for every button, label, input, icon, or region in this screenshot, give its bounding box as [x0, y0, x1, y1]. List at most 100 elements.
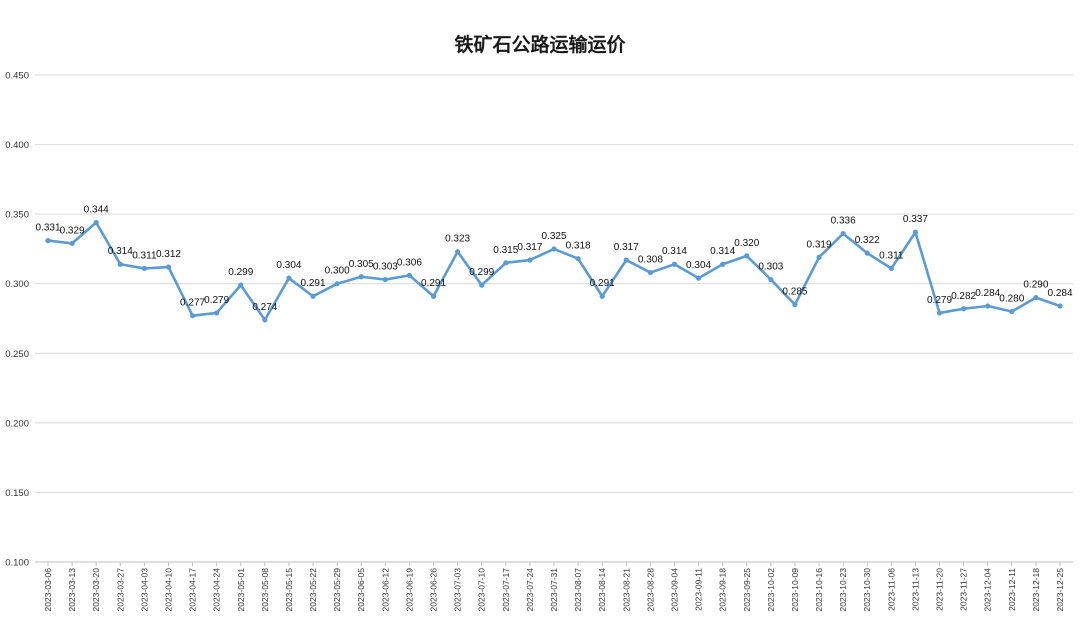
x-tick-label: 2023-09-11: [694, 568, 704, 611]
data-label: 0.304: [686, 260, 711, 271]
data-label: 0.337: [903, 214, 928, 225]
x-tick-label: 2023-07-03: [453, 568, 463, 612]
data-point: [334, 281, 340, 287]
data-label: 0.306: [397, 257, 422, 268]
y-tick-label: 0.250: [5, 349, 29, 360]
data-point: [189, 313, 196, 319]
x-tick-label: 2023-04-24: [212, 568, 222, 612]
x-tick-label: 2023-08-14: [597, 568, 607, 612]
x-tick-label: 2023-10-16: [814, 568, 824, 612]
data-point: [623, 257, 629, 263]
data-label: 0.279: [204, 295, 229, 306]
data-label: 0.318: [566, 241, 591, 252]
data-point: [479, 282, 485, 288]
x-tick-label: 2023-06-19: [404, 568, 414, 612]
data-label: 0.279: [927, 295, 952, 306]
data-point: [1033, 295, 1039, 301]
data-label: 0.291: [421, 278, 446, 289]
data-label: 0.336: [831, 216, 856, 227]
data-label: 0.311: [132, 250, 157, 261]
data-point: [864, 250, 870, 256]
x-tick-label: 2023-12-18: [1031, 568, 1041, 612]
data-label: 0.329: [60, 225, 85, 236]
data-label: 0.299: [228, 267, 253, 278]
data-label: 0.315: [493, 245, 518, 256]
data-point: [1057, 303, 1063, 309]
data-label: 0.312: [156, 249, 181, 260]
data-label: 0.344: [84, 204, 109, 215]
data-point: [816, 254, 822, 260]
y-tick-label: 0.350: [5, 210, 29, 221]
data-point: [93, 219, 99, 226]
x-tick-label: 2023-08-07: [573, 568, 583, 612]
data-label: 0.282: [951, 291, 976, 302]
x-tick-label: 2023-12-25: [1055, 568, 1065, 612]
x-tick-label: 2023-04-10: [163, 568, 173, 612]
data-point: [961, 306, 967, 312]
data-point: [744, 253, 750, 259]
y-tick-label: 0.150: [5, 488, 29, 499]
x-tick-label: 2023-10-30: [862, 568, 872, 612]
data-point: [888, 265, 894, 272]
data-label: 0.331: [35, 223, 60, 234]
data-point: [214, 310, 220, 316]
y-tick-label: 0.400: [5, 140, 29, 151]
data-label: 0.308: [638, 255, 663, 266]
x-tick-label: 2023-12-11: [1007, 568, 1017, 611]
x-tick-label: 2023-05-01: [236, 568, 246, 612]
x-tick-label: 2023-03-27: [115, 568, 125, 612]
x-tick-label: 2023-03-13: [67, 568, 77, 612]
data-point: [45, 237, 51, 244]
data-point: [768, 276, 774, 283]
y-tick-label: 0.200: [5, 418, 29, 429]
x-tick-label: 2023-12-04: [983, 568, 993, 612]
data-point: [840, 231, 846, 237]
data-label: 0.299: [469, 267, 494, 278]
data-label: 0.291: [590, 278, 615, 289]
x-tick-label: 2023-07-17: [501, 568, 511, 612]
data-label: 0.325: [541, 231, 566, 242]
data-label: 0.274: [252, 302, 277, 313]
data-label: 0.284: [975, 288, 1000, 299]
x-tick-label: 2023-09-18: [718, 568, 728, 612]
data-point: [310, 293, 316, 299]
data-point: [238, 282, 244, 288]
x-tick-label: 2023-09-25: [742, 568, 752, 612]
x-tick-label: 2023-08-21: [621, 568, 631, 612]
data-label: 0.303: [373, 262, 398, 273]
data-label: 0.317: [517, 242, 542, 253]
x-tick-label: 2023-07-10: [477, 568, 487, 612]
data-label: 0.300: [325, 266, 350, 277]
data-point: [406, 272, 413, 278]
data-point: [430, 293, 437, 299]
gridlines: [35, 74, 1073, 563]
x-tick-label: 2023-10-09: [790, 568, 800, 612]
data-point: [720, 261, 726, 267]
data-point: [286, 275, 292, 281]
x-tick-label: 2023-07-31: [549, 568, 559, 612]
x-tick-label: 2023-11-20: [935, 568, 945, 611]
x-tick-label: 2023-06-05: [356, 568, 366, 612]
data-point: [647, 269, 653, 276]
data-points: [45, 219, 1063, 323]
data-label: 0.314: [108, 246, 133, 257]
data-point: [1009, 308, 1015, 315]
data-point: [936, 310, 943, 316]
x-tick-label: 2023-06-12: [380, 568, 390, 612]
data-label: 0.319: [807, 239, 832, 250]
data-point: [695, 275, 702, 281]
x-tick-label: 2023-10-23: [838, 568, 848, 612]
x-tick-label: 2023-11-06: [886, 568, 896, 611]
data-label: 0.317: [614, 242, 639, 253]
x-tick-label: 2023-05-08: [260, 568, 270, 612]
data-point: [671, 261, 678, 267]
data-point: [792, 301, 798, 308]
data-point: [599, 293, 605, 299]
data-label: 0.304: [276, 260, 301, 271]
x-tick-label: 2023-04-17: [188, 568, 198, 612]
x-tick-label: 2023-05-29: [332, 568, 342, 612]
x-tick-label: 2023-11-13: [910, 568, 920, 611]
data-point: [141, 265, 147, 272]
data-label: 0.314: [710, 246, 735, 257]
data-point: [575, 256, 581, 262]
